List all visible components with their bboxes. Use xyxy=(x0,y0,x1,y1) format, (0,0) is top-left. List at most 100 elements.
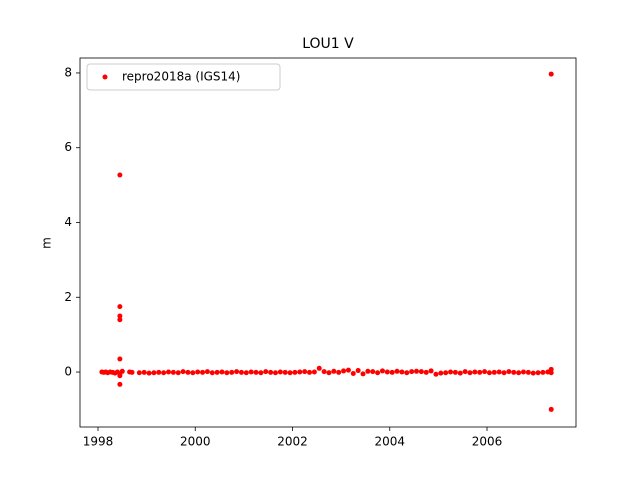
point xyxy=(516,370,522,376)
y-tick-label: 8 xyxy=(64,65,72,79)
point xyxy=(263,369,269,375)
point xyxy=(423,369,429,375)
point xyxy=(548,406,554,412)
point xyxy=(146,370,152,376)
point xyxy=(195,369,201,375)
x-tick-label: 1998 xyxy=(83,435,114,449)
point xyxy=(209,370,215,376)
point xyxy=(530,370,536,376)
x-tick-label: 2004 xyxy=(374,435,405,449)
point xyxy=(229,369,235,375)
point xyxy=(511,369,517,375)
point xyxy=(404,370,410,376)
point xyxy=(129,369,135,375)
point xyxy=(219,369,225,375)
point xyxy=(117,304,123,310)
point xyxy=(486,370,492,376)
point xyxy=(428,368,434,374)
point xyxy=(224,370,230,376)
point xyxy=(452,369,458,375)
legend-marker xyxy=(102,74,108,80)
point xyxy=(409,369,415,375)
point xyxy=(204,369,210,375)
point xyxy=(496,369,502,375)
point xyxy=(506,369,512,375)
chart-title: LOU1 V xyxy=(302,36,354,52)
point xyxy=(365,368,371,374)
point xyxy=(360,371,366,377)
point xyxy=(389,369,395,375)
point xyxy=(117,356,123,362)
point xyxy=(141,369,147,375)
point xyxy=(151,370,157,376)
point xyxy=(287,370,293,376)
point xyxy=(311,369,317,375)
point xyxy=(414,368,420,374)
point xyxy=(117,317,123,323)
point xyxy=(136,370,142,376)
point xyxy=(540,369,546,375)
point xyxy=(433,371,439,377)
point xyxy=(326,370,332,376)
x-tick-label: 2000 xyxy=(180,435,211,449)
point xyxy=(161,370,167,376)
point xyxy=(370,369,376,375)
point xyxy=(170,369,176,375)
point xyxy=(443,370,449,376)
point xyxy=(457,370,463,376)
point xyxy=(243,370,249,376)
point xyxy=(384,369,390,375)
point xyxy=(185,369,191,375)
point xyxy=(302,369,308,375)
point xyxy=(119,368,125,374)
point xyxy=(345,367,351,373)
point xyxy=(525,369,531,375)
point xyxy=(548,71,554,77)
point xyxy=(548,370,554,376)
point xyxy=(272,370,278,376)
point xyxy=(399,369,405,375)
point xyxy=(253,369,259,375)
point xyxy=(394,368,400,374)
y-tick-label: 6 xyxy=(64,140,72,154)
point xyxy=(117,313,123,319)
x-tick-label: 2002 xyxy=(277,435,308,449)
point xyxy=(467,370,473,376)
point xyxy=(258,370,264,376)
y-tick-label: 4 xyxy=(64,215,72,229)
point xyxy=(350,371,356,377)
point xyxy=(190,370,196,376)
point xyxy=(375,370,381,376)
point xyxy=(180,369,186,375)
point xyxy=(448,369,454,375)
point xyxy=(331,368,337,374)
y-axis-label: m xyxy=(40,237,54,249)
legend-label: repro2018a (IGS14) xyxy=(122,70,240,84)
y-tick-label: 0 xyxy=(64,365,72,379)
legend-box xyxy=(86,63,281,91)
point xyxy=(462,369,468,375)
point xyxy=(501,370,507,376)
point xyxy=(307,369,313,375)
point xyxy=(282,369,288,375)
point xyxy=(418,369,424,375)
point xyxy=(117,381,123,387)
point xyxy=(477,369,483,375)
point xyxy=(341,368,347,374)
point xyxy=(321,369,327,375)
point xyxy=(200,369,206,375)
point xyxy=(520,369,526,375)
point xyxy=(268,369,274,375)
point xyxy=(156,369,162,375)
x-tick-label: 2006 xyxy=(472,435,503,449)
point xyxy=(482,369,488,375)
point xyxy=(316,365,322,371)
point xyxy=(292,369,298,375)
point xyxy=(491,369,497,375)
point xyxy=(238,369,244,375)
point xyxy=(277,369,283,375)
point xyxy=(175,370,181,376)
point xyxy=(166,369,172,375)
point xyxy=(117,172,123,178)
